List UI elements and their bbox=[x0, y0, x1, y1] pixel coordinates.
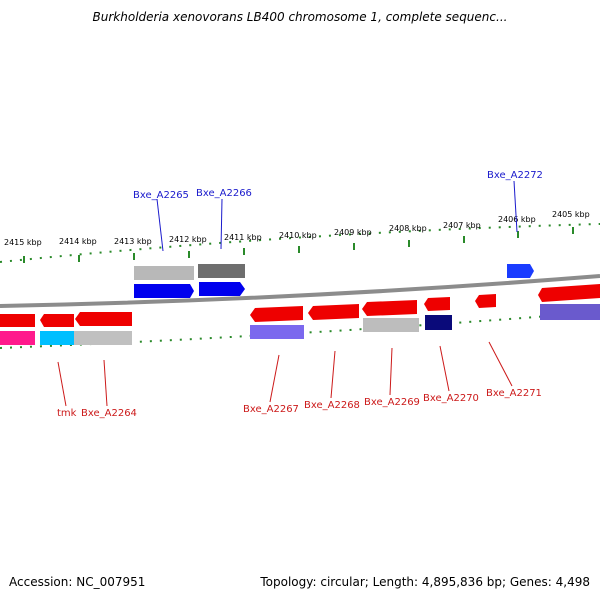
label-Bxe_A2268[interactable]: Bxe_A2268 bbox=[304, 400, 360, 411]
forward-gene-blocks bbox=[134, 264, 600, 320]
label-tmk[interactable]: tmk bbox=[57, 408, 77, 419]
label-Bxe_A2267[interactable]: Bxe_A2267 bbox=[243, 404, 299, 415]
label-Bxe_A2270[interactable]: Bxe_A2270 bbox=[423, 393, 479, 404]
label-Bxe_A2271[interactable]: Bxe_A2271 bbox=[486, 388, 542, 399]
gene-Bxe_A2267-arrow[interactable] bbox=[250, 306, 303, 322]
gene-Bxe_A2266-arrow[interactable] bbox=[199, 282, 245, 296]
gene-block-pink[interactable] bbox=[0, 331, 35, 345]
label-Bxe_A2269[interactable]: Bxe_A2269 bbox=[364, 397, 420, 408]
gene-red-right-arrow[interactable] bbox=[538, 284, 600, 302]
gene-left-red-3[interactable] bbox=[75, 312, 132, 326]
label-Bxe_A2266[interactable]: Bxe_A2266 bbox=[196, 188, 252, 199]
scale-label: 2407 kbp bbox=[443, 221, 481, 230]
gene-Bxe_A2271-arrow[interactable] bbox=[475, 294, 496, 308]
scale-label: 2415 kbp bbox=[4, 238, 42, 247]
gene-block-lightgrey-left[interactable] bbox=[74, 331, 132, 345]
gene-Bxe_A2268-arrow[interactable] bbox=[308, 304, 359, 320]
gene-Bxe_A2270-arrow[interactable] bbox=[424, 297, 450, 311]
scale-label: 2409 kbp bbox=[334, 228, 372, 237]
sequence-summary: Topology: circular; Length: 4,895,836 bp… bbox=[260, 575, 590, 589]
gene-left-red-1[interactable] bbox=[0, 314, 35, 327]
scale-label: 2408 kbp bbox=[389, 224, 427, 233]
scale-label: 2411 kbp bbox=[224, 233, 262, 242]
scale-label: 2410 kbp bbox=[279, 231, 317, 240]
reverse-gene-blocks bbox=[0, 294, 496, 345]
gene-Bxe_A2272-arrow[interactable] bbox=[507, 264, 534, 278]
scale-label: 2414 kbp bbox=[59, 237, 97, 246]
label-leaders bbox=[57, 180, 518, 407]
gene-Bxe_A2269-arrow[interactable] bbox=[362, 300, 417, 316]
accession-text: Accession: NC_007951 bbox=[9, 575, 146, 589]
gene-block-cyan[interactable] bbox=[40, 331, 74, 345]
gene-Bxe_A2270-block[interactable] bbox=[425, 315, 452, 330]
upper-ruler bbox=[0, 223, 600, 263]
scale-label: 2405 kbp bbox=[552, 210, 590, 219]
gene-Bxe_A2267-block[interactable] bbox=[250, 325, 304, 339]
gene-Bxe_A2265-arrow[interactable] bbox=[134, 284, 194, 298]
gene-block-grey[interactable] bbox=[134, 266, 194, 280]
scale-label: 2406 kbp bbox=[498, 215, 536, 224]
gene-left-red-2[interactable] bbox=[40, 314, 74, 327]
label-Bxe_A2265[interactable]: Bxe_A2265 bbox=[133, 190, 189, 201]
gene-Bxe_A2269-block[interactable] bbox=[363, 318, 419, 332]
scale-label: 2413 kbp bbox=[114, 237, 152, 246]
label-Bxe_A2272[interactable]: Bxe_A2272 bbox=[487, 170, 543, 181]
chromosome-backbone bbox=[0, 274, 600, 308]
label-Bxe_A2264[interactable]: Bxe_A2264 bbox=[81, 408, 137, 419]
gene-block-darkgrey[interactable] bbox=[198, 264, 245, 278]
scale-label: 2412 kbp bbox=[169, 235, 207, 244]
map-title: Burkholderia xenovorans LB400 chromosome… bbox=[92, 10, 508, 24]
gene-block-purple-right[interactable] bbox=[540, 304, 600, 320]
